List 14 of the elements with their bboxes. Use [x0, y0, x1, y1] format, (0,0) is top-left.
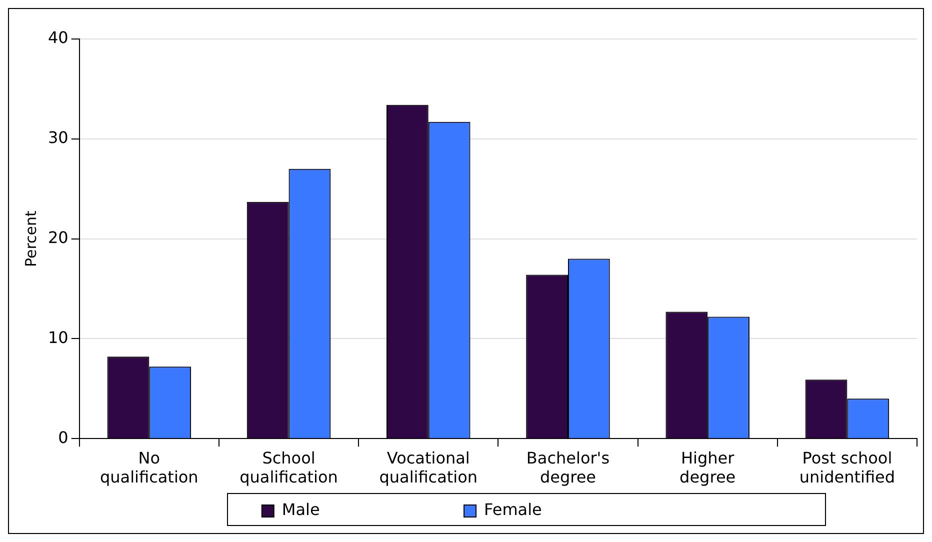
y-tick-label: 30	[48, 128, 68, 148]
legend-label: Male	[282, 500, 452, 520]
x-tick-label: Vocational qualification	[379, 448, 478, 487]
y-tick-label: 20	[48, 228, 68, 247]
y-tick-label: 40	[48, 28, 68, 48]
legend-label: Female	[484, 500, 674, 520]
x-tick-label: No qualification	[100, 448, 198, 487]
x-tick-label: Higher degree	[680, 448, 736, 487]
x-tick-label: School qualification	[240, 448, 338, 487]
y-axis-title: Percent	[22, 210, 40, 268]
y-tick-label: 10	[48, 328, 68, 347]
y-tick-label: 0	[58, 428, 68, 447]
x-tick-label: Bachelor's degree	[526, 448, 610, 487]
x-tick-label: Post school unidentified	[799, 448, 896, 487]
